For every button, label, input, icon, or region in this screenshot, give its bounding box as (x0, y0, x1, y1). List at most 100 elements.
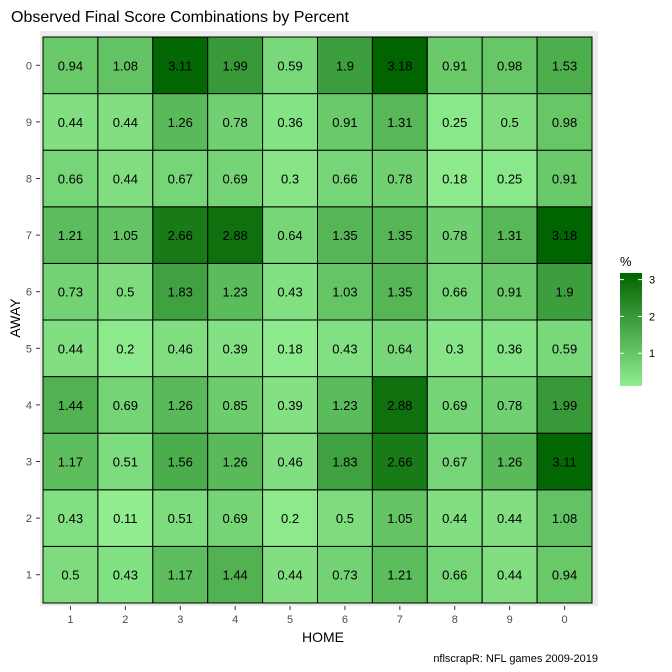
cell-value-label: 0.3 (281, 172, 299, 187)
legend-tick-label: 1 (649, 348, 655, 360)
y-tick-label: 4 (26, 400, 32, 412)
heatmap-cell (481, 36, 538, 95)
cell-value-label: 0.44 (497, 568, 522, 583)
heatmap-cell (262, 206, 319, 264)
cell-value-label: 0.64 (387, 341, 412, 356)
legend-colorbar (620, 273, 642, 386)
heatmap-cell (481, 545, 538, 604)
cell-value-label: 0.78 (497, 398, 522, 413)
cell-value-label: 0.51 (113, 455, 138, 470)
cell-value-label: 1.35 (332, 228, 357, 243)
heatmap-cell (42, 93, 99, 151)
cell-value-label: 0.98 (552, 115, 577, 130)
cell-value-label: 0.43 (277, 285, 302, 300)
heatmap-cell (371, 489, 428, 547)
cell-value-label: 1.99 (552, 398, 577, 413)
cell-value-label: 0.94 (552, 568, 577, 583)
heatmap-cell (426, 149, 483, 208)
x-tick-label: 3 (177, 614, 183, 626)
heatmap-cell (42, 36, 99, 95)
cell-value-label: 0.43 (58, 511, 83, 526)
heatmap-cell (426, 489, 483, 547)
cell-value-label: 1.05 (113, 228, 138, 243)
heatmap-cell (536, 489, 593, 547)
cell-value-label: 1.35 (387, 285, 412, 300)
cell-value-label: 0.44 (58, 115, 83, 130)
heatmap-cell (536, 319, 593, 378)
heatmap-cell (207, 262, 264, 321)
heatmap-cell (481, 206, 538, 264)
cell-value-label: 0.5 (61, 568, 79, 583)
heatmap-cell (207, 432, 264, 491)
heatmap-cell (317, 319, 373, 378)
cell-value-label: 0.85 (222, 398, 247, 413)
cell-value-label: 0.44 (442, 511, 467, 526)
cell-value-label: 1.23 (222, 285, 247, 300)
cell-value-label: 1.53 (552, 58, 577, 73)
heatmap-cell (481, 376, 538, 434)
cell-value-label: 0.46 (168, 341, 193, 356)
heatmap-cell (371, 206, 428, 264)
heatmap-cell (426, 206, 483, 264)
cell-value-label: 0.5 (116, 285, 134, 300)
cell-value-label: 0.94 (58, 58, 83, 73)
cell-value-label: 0.73 (58, 285, 83, 300)
cell-value-label: 0.91 (332, 115, 357, 130)
cell-value-label: 1.17 (168, 568, 193, 583)
cell-value-label: 3.11 (168, 58, 192, 73)
heatmap-cell (97, 489, 154, 547)
cell-value-label: 1.44 (222, 568, 247, 583)
cell-value-label: 0.67 (442, 455, 467, 470)
cell-value-label: 0.66 (332, 172, 357, 187)
legend-tick-label: 2 (649, 311, 655, 323)
cell-value-label: 0.18 (442, 172, 467, 187)
cell-value-label: 1.44 (58, 398, 83, 413)
cell-value-label: 0.66 (442, 285, 467, 300)
cell-value-label: 1.31 (497, 228, 522, 243)
cell-value-label: 0.43 (332, 341, 357, 356)
x-tick-label: 1 (67, 614, 73, 626)
x-axis-ticks: 1 2 3 4 5 6 7 8 9 0 (67, 606, 568, 626)
cell-value-label: 3.18 (387, 58, 412, 73)
cell-value-label: 0.66 (442, 568, 467, 583)
heatmap-cell (317, 432, 373, 491)
cell-value-label: 2.88 (222, 228, 247, 243)
cell-value-label: 0.67 (168, 172, 193, 187)
cell-value-label: 2.66 (168, 228, 193, 243)
heatmap-cell (262, 93, 319, 151)
heatmap-cell (42, 376, 99, 434)
heatmap-cell (481, 93, 538, 151)
heatmap-cell (481, 262, 538, 321)
y-axis-title: AWAY (7, 298, 23, 338)
heatmap-cell (536, 376, 593, 434)
cell-value-label: 0.2 (281, 511, 299, 526)
cell-value-label: 0.25 (497, 172, 522, 187)
cell-value-label: 1.9 (336, 58, 354, 73)
cell-value-label: 0.36 (497, 341, 522, 356)
cell-value-label: 0.69 (222, 172, 247, 187)
cell-value-label: 1.83 (332, 455, 357, 470)
x-axis-title: HOME (302, 629, 344, 645)
y-tick-label: 3 (26, 457, 32, 469)
heatmap-cell (481, 489, 538, 547)
x-tick-label: 6 (342, 614, 348, 626)
heatmap-cell (371, 262, 428, 321)
heatmap-cell (97, 36, 154, 95)
y-tick-label: 1 (26, 570, 32, 582)
heatmap-cell (536, 149, 593, 208)
cell-value-label: 0.69 (113, 398, 138, 413)
cell-value-label: 2.88 (387, 398, 412, 413)
cell-value-label: 1.31 (387, 115, 412, 130)
heatmap-cell (152, 545, 209, 604)
heatmap-cell (536, 262, 593, 321)
cell-value-label: 0.3 (446, 341, 464, 356)
heatmap-cell (481, 149, 538, 208)
heatmap-cell (207, 319, 264, 378)
y-tick-label: 6 (26, 287, 32, 299)
cell-value-label: 1.26 (222, 455, 247, 470)
x-tick-label: 2 (122, 614, 128, 626)
heatmap-cell (262, 262, 319, 321)
heatmap-cell (262, 545, 319, 604)
heatmap-cell (536, 36, 593, 95)
